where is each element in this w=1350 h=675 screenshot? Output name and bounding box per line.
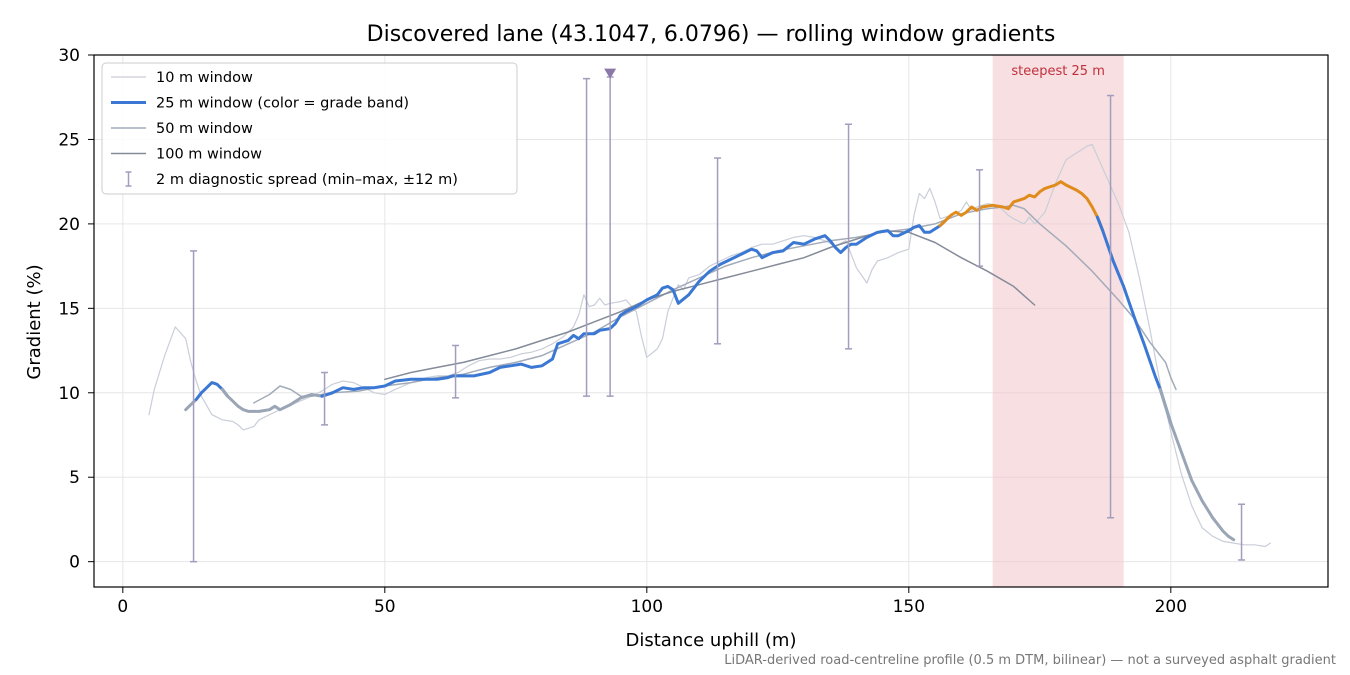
legend-item: 2 m diagnostic spread (min–max, ±12 m) (125, 171, 458, 188)
series-line (384, 229, 1036, 381)
error-bar (1107, 94, 1115, 519)
highlight-label: steepest 25 m (1011, 64, 1104, 79)
error-bar (452, 344, 460, 399)
footnote: LiDAR-derived road-centreline profile (0… (724, 653, 1336, 668)
legend-item: 100 m window (111, 147, 262, 163)
series-line-25m-segment (220, 387, 334, 413)
y-tick-label: 30 (58, 46, 80, 66)
series-line (253, 204, 1177, 404)
legend-item: 50 m window (111, 121, 253, 137)
error-bar (714, 157, 722, 345)
y-tick-label: 0 (69, 553, 80, 573)
y-tick-label: 15 (58, 299, 80, 319)
error-bar (190, 250, 198, 563)
legend-item: 25 m window (color = grade band) (111, 96, 409, 112)
legend-item: 10 m window (111, 70, 253, 86)
y-tick-label: 20 (58, 215, 80, 235)
legend-label: 100 m window (156, 147, 262, 163)
plot-frame (93, 54, 1329, 588)
legend-label: 2 m diagnostic spread (min–max, ±12 m) (156, 172, 458, 188)
series-line-25m-segment (1095, 215, 1173, 425)
steepest-highlight-region: steepest 25 m (992, 55, 1124, 587)
y-tick-label: 5 (69, 468, 80, 488)
chart-title: Discovered lane (43.1047, 6.0796) — roll… (367, 22, 1056, 47)
y-tick-label: 25 (58, 130, 80, 150)
x-axis-ticks: 0 50 100 150 200 (117, 587, 1187, 617)
x-tick-label: 50 (374, 597, 396, 617)
x-axis-label: Distance uphill (m) (626, 630, 797, 651)
legend-label: 25 m window (color = grade band) (156, 96, 409, 112)
y-axis-ticks: 0 5 10 15 20 25 30 (58, 46, 94, 573)
x-tick-label: 0 (117, 597, 128, 617)
highlight-band (992, 55, 1124, 587)
legend-box (101, 62, 518, 195)
series-line-25m-segment (320, 219, 947, 398)
legend-label: 10 m window (156, 70, 253, 86)
x-tick-label: 150 (893, 597, 925, 617)
series-line (148, 143, 1271, 548)
plot-border (93, 54, 1329, 588)
error-bar (321, 371, 329, 426)
legend: 10 m window 25 m window (color = grade ba… (101, 62, 518, 195)
error-bar (976, 169, 984, 267)
series-line-25m-segment (938, 180, 1105, 233)
peak-marker (604, 68, 617, 79)
series-line-25m-segment (1158, 387, 1236, 542)
diagnostic-spread-bars (190, 76, 1246, 563)
error-bar (845, 123, 853, 350)
error-bar (583, 77, 591, 397)
series-lines (148, 143, 1271, 548)
legend-label: 50 m window (156, 121, 253, 137)
triangle-down-icon (604, 68, 617, 79)
x-tick-label: 100 (631, 597, 663, 617)
y-tick-label: 10 (58, 384, 80, 404)
y-axis-label: Gradient (%) (24, 264, 45, 379)
error-bar (1238, 503, 1246, 561)
x-tick-label: 200 (1155, 597, 1187, 617)
